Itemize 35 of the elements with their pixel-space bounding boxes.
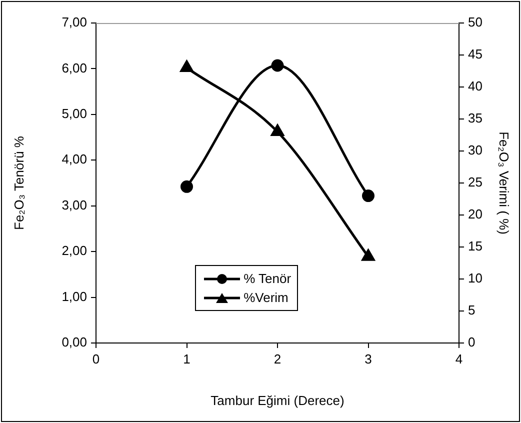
y2-tick-label: 50 bbox=[468, 14, 482, 30]
point bbox=[362, 190, 374, 202]
y2-tick-label: 30 bbox=[468, 142, 482, 158]
point bbox=[180, 60, 194, 72]
legend-label: % Tenör bbox=[244, 271, 292, 286]
y2-tick-label: 5 bbox=[468, 302, 476, 318]
y2-tick-label: 40 bbox=[468, 78, 482, 94]
y-tick-label: 7,00 bbox=[62, 14, 87, 30]
y-tick-label: 0,00 bbox=[62, 334, 87, 350]
y2-tick-label: 15 bbox=[468, 238, 482, 254]
point bbox=[271, 124, 284, 136]
y2-tick-label: 20 bbox=[468, 206, 482, 222]
y2-axis-title: Fe₂O₃ Verimi ( %) bbox=[496, 132, 512, 234]
x-axis-title: Tambur Eğimi (Derece) bbox=[210, 392, 344, 408]
x-tick-label: 4 bbox=[455, 351, 463, 366]
y-axis-title: Fe₂O₃ Tenörü % bbox=[11, 136, 26, 230]
x-tick-label: 1 bbox=[183, 351, 190, 366]
x-tick-label: 3 bbox=[364, 351, 372, 366]
x-tick-label: 0 bbox=[92, 351, 100, 366]
y2-tick-label: 25 bbox=[468, 174, 482, 190]
y-tick-label: 6,00 bbox=[62, 60, 87, 76]
y2-tick-label: 10 bbox=[468, 270, 482, 286]
point bbox=[180, 180, 193, 193]
point bbox=[271, 59, 284, 72]
y2-tick-label: 35 bbox=[468, 110, 482, 126]
point bbox=[362, 249, 375, 261]
y-tick-label: 5,00 bbox=[62, 106, 87, 122]
y2-tick-label: 0 bbox=[468, 334, 476, 350]
x-tick-label: 2 bbox=[274, 351, 282, 366]
y-tick-label: 2,00 bbox=[62, 243, 87, 258]
y-tick-label: 1,00 bbox=[62, 288, 87, 304]
legend-label: %Verim bbox=[244, 290, 288, 305]
y-tick-label: 3,00 bbox=[62, 197, 87, 212]
y2-tick-label: 45 bbox=[468, 46, 482, 62]
y-tick-label: 4,00 bbox=[62, 152, 87, 167]
